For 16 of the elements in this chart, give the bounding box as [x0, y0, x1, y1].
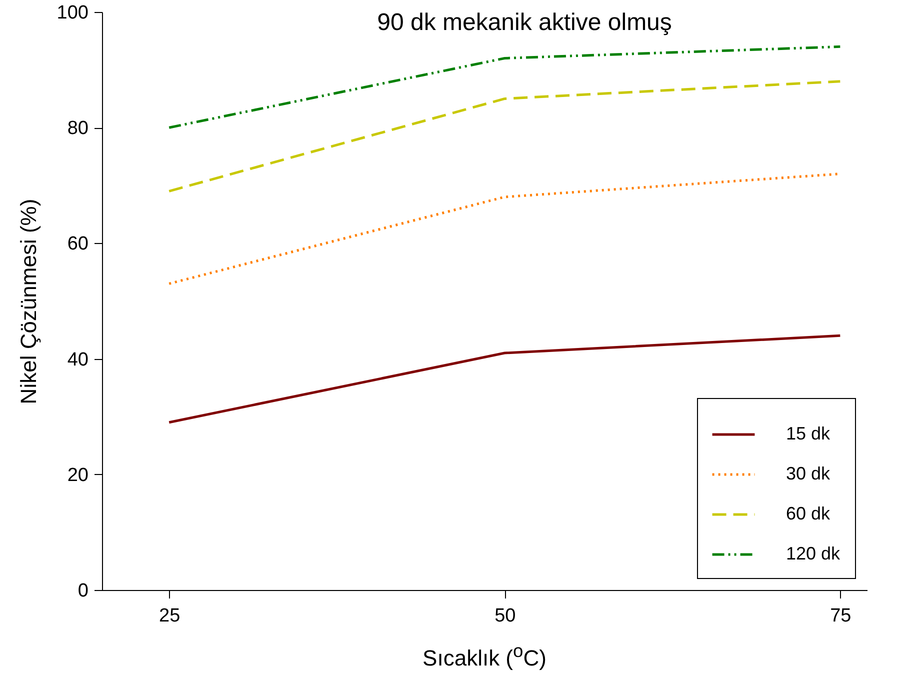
y-tick-label: 40 — [67, 349, 88, 370]
legend-label: 60 dk — [786, 504, 832, 524]
y-tick-label: 60 — [67, 234, 88, 255]
x-tick-label: 50 — [494, 606, 516, 626]
x-tick-label: 25 — [159, 606, 180, 626]
x-tick-label: 75 — [830, 606, 852, 626]
legend-label: 15 dk — [786, 424, 832, 444]
y-tick-label: 100 — [56, 2, 88, 24]
legend-label: 30 dk — [786, 464, 832, 484]
y-tick-label: 0 — [78, 580, 88, 602]
y-tick-label: 80 — [67, 118, 88, 140]
y-axis-title: Nikel Çözünmesi (%) — [16, 198, 41, 404]
y-tick-label: 20 — [67, 464, 88, 486]
legend-label: 120 dk — [786, 544, 842, 564]
x-axis-title: Sıcaklık ($^{o}$C) — [422, 640, 548, 672]
chart-title: 90 dk mekanik aktive olmuş — [377, 9, 672, 36]
